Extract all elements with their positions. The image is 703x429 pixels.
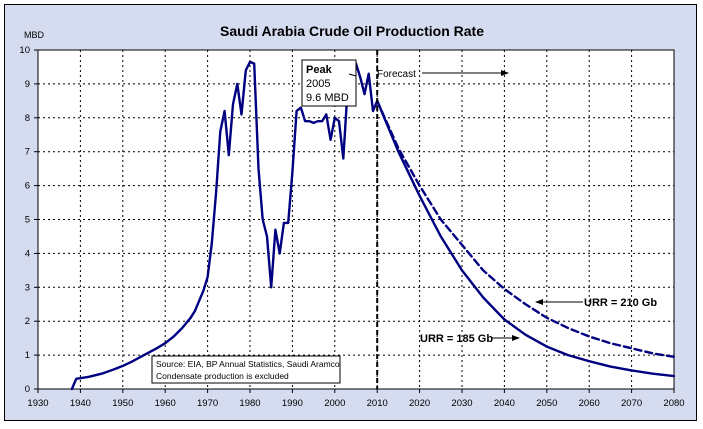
x-tick-label: 2000 [324, 398, 345, 409]
peak-label-line1: Peak [306, 64, 333, 76]
x-tick-label: 1940 [70, 398, 91, 409]
chart-title: Saudi Arabia Crude Oil Production Rate [220, 23, 484, 39]
x-tick-label: 1960 [155, 398, 176, 409]
y-tick-label: 1 [25, 350, 30, 361]
y-tick-label: 6 [25, 181, 30, 192]
y-tick-label: 7 [25, 147, 30, 158]
y-tick-label: 9 [25, 79, 30, 90]
x-tick-label: 2070 [621, 398, 642, 409]
y-tick-label: 8 [25, 113, 30, 124]
x-tick-label: 2060 [579, 398, 600, 409]
x-tick-label: 1950 [112, 398, 133, 409]
y-tick-label: 0 [25, 384, 30, 395]
series-line-urr-185 [376, 99, 676, 378]
x-tick-label: 2020 [409, 398, 430, 409]
urr-210-label: URR = 210 Gb [584, 297, 657, 309]
urr-185-label: URR = 185 Gb [420, 333, 493, 345]
y-tick-label: 5 [25, 215, 30, 226]
x-tick-label: 2050 [536, 398, 557, 409]
source-note: Source: EIA, BP Annual Statistics, Saudi… [151, 355, 341, 384]
peak-callout-box [301, 59, 357, 107]
peak-label-line3: 9.6 MBD [306, 92, 349, 104]
x-tick-label: 2030 [451, 398, 472, 409]
source-note-box [151, 355, 341, 384]
x-axis-ticks: 1930 1940 1950 1960 1970 1980 1990 2000 2010 2020… [27, 389, 685, 409]
x-tick-label: 2040 [494, 398, 515, 409]
source-note-line1: Source: EIA, BP Annual Statistics, Saudi… [156, 359, 340, 369]
y-tick-label: 3 [25, 282, 30, 293]
source-note-line2: Condensate production is excluded [156, 371, 289, 381]
x-tick-label: 1980 [239, 398, 260, 409]
forecast-label: Forecast [377, 69, 416, 80]
series-line-urr-210 [376, 99, 676, 358]
y-axis-ticks: 0 1 2 3 4 5 6 7 8 9 10 [19, 45, 38, 395]
chart-frame: Saudi Arabia Crude Oil Production Rate M… [4, 4, 697, 421]
x-tick-label: 2080 [663, 398, 684, 409]
y-axis-label: MBD [24, 30, 45, 40]
peak-label-line2: 2005 [306, 78, 330, 90]
x-tick-label: 2010 [367, 398, 388, 409]
peak-annotation: Peak 2005 9.6 MBD [301, 59, 357, 107]
chart: Saudi Arabia Crude Oil Production Rate M… [4, 4, 697, 421]
x-tick-label: 1990 [282, 398, 303, 409]
x-tick-label: 1970 [197, 398, 218, 409]
forecast-annotation: Forecast [377, 69, 509, 80]
urr-185-annotation: URR = 185 Gb [420, 333, 520, 345]
urr-210-annotation: URR = 210 Gb [535, 297, 657, 309]
y-tick-label: 10 [19, 45, 30, 56]
y-tick-label: 4 [25, 248, 30, 259]
series-line-historical [70, 60, 379, 391]
series-group [70, 60, 676, 391]
y-tick-label: 2 [25, 316, 30, 327]
peak-callout-pointer [348, 73, 357, 77]
x-tick-label: 1930 [27, 398, 48, 409]
